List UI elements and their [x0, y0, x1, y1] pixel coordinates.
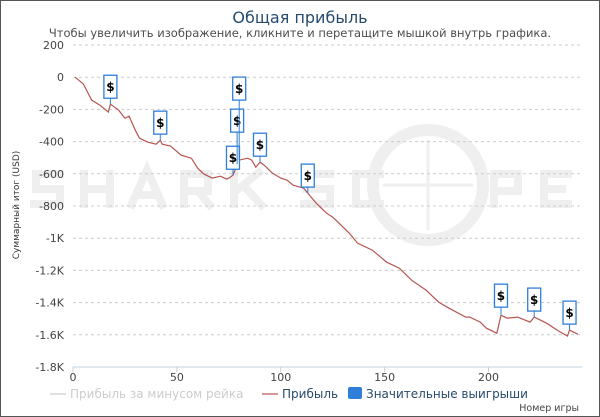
flag-box [300, 163, 315, 188]
watermark-letter [80, 170, 114, 208]
watermark-letter [540, 170, 572, 208]
significant-win-flag[interactable]: $ [232, 76, 247, 161]
series-line-profit[interactable] [74, 76, 579, 337]
dollar-icon: $ [233, 114, 241, 128]
significant-win-flag[interactable]: $ [252, 132, 268, 163]
flag-box [527, 287, 542, 312]
flag-box [232, 76, 247, 101]
dollar-icon: $ [106, 80, 114, 94]
watermark-letter [30, 170, 64, 208]
chart-subtitle: Чтобы увеличить изображение, кликните и … [49, 26, 551, 40]
y-tick-label: 0 [57, 71, 64, 84]
watermark-letter [126, 160, 168, 210]
y-tick-label: -800 [39, 200, 64, 213]
legend-symbol-icon [348, 387, 362, 399]
watermark-letter [180, 170, 216, 211]
dollar-icon: $ [229, 151, 237, 165]
significant-win-flag[interactable]: $ [225, 145, 241, 176]
flag-box [103, 74, 118, 99]
significant-win-flag[interactable]: $ [493, 283, 509, 316]
y-axis-label: Суммарный итог (USD) [12, 151, 22, 260]
y-tick-label: -200 [39, 103, 64, 116]
legend-item[interactable]: Значительные выигрыши [348, 387, 528, 401]
crosshair-icon [367, 124, 489, 246]
legend-label: Прибыль за минусом рейка [70, 387, 243, 401]
x-tick-label: 150 [374, 371, 395, 384]
flag-box [252, 132, 268, 157]
y-tick-label: -600 [39, 168, 64, 181]
dollar-icon: $ [497, 289, 505, 303]
y-tick-label: -1.4K [35, 297, 64, 310]
watermark-letter [230, 166, 267, 211]
flag-box [562, 300, 577, 325]
sharkscope-watermark [30, 124, 572, 246]
flag-box [493, 283, 509, 308]
x-axis-label: Номер игры [519, 403, 579, 414]
flag-box [229, 108, 245, 133]
y-tick-label: -1.2K [35, 264, 64, 277]
x-tick-label: 200 [478, 371, 499, 384]
legend: Прибыль за минусом рейка Прибыль Значитель… [50, 387, 528, 401]
dollar-icon: $ [304, 169, 312, 183]
dollar-icon: $ [156, 116, 164, 130]
y-tick-label: -1.6K [35, 329, 64, 342]
significant-win-flag[interactable]: $ [153, 110, 168, 141]
y-tick-label: -1K [46, 232, 65, 245]
y-tick-label: -400 [39, 136, 64, 149]
y-tick-label: -1.8K [35, 361, 64, 374]
legend-item[interactable]: Прибыль [262, 387, 338, 401]
significant-win-flag[interactable]: $ [527, 287, 542, 318]
significant-win-flag[interactable]: $ [103, 74, 118, 105]
significant-win-flag[interactable]: $ [300, 163, 315, 194]
chart-title: Общая прибыль [232, 8, 367, 27]
significant-win-flag[interactable]: $ [562, 300, 577, 331]
dollar-icon: $ [530, 293, 538, 307]
watermark-letter [490, 170, 522, 208]
y-tick-label: 200 [43, 39, 64, 52]
legend-item[interactable]: Прибыль за минусом рейка [50, 387, 243, 401]
x-tick-label: 100 [270, 371, 291, 384]
significant-win-flag[interactable]: $ [229, 108, 245, 165]
x-tick-label: 0 [70, 371, 77, 384]
legend-label: Прибыль [282, 387, 338, 401]
flag-box [153, 110, 168, 135]
dollar-icon: $ [256, 138, 264, 152]
dollar-icon: $ [235, 82, 243, 96]
x-tick-label: 50 [170, 371, 184, 384]
legend-label: Значительные выигрыши [366, 387, 528, 401]
dollar-icon: $ [565, 306, 573, 320]
